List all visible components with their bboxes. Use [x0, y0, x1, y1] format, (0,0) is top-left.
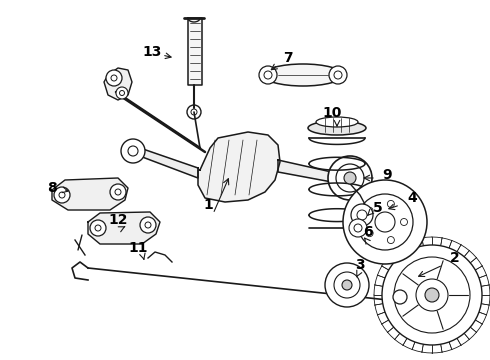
- Polygon shape: [481, 285, 490, 295]
- Polygon shape: [470, 258, 482, 270]
- Polygon shape: [475, 266, 487, 278]
- Ellipse shape: [263, 64, 343, 86]
- Text: 6: 6: [363, 225, 373, 239]
- Circle shape: [328, 156, 372, 200]
- Polygon shape: [188, 18, 202, 85]
- Text: 3: 3: [355, 258, 365, 272]
- Circle shape: [128, 146, 138, 156]
- Circle shape: [342, 280, 352, 290]
- Circle shape: [336, 164, 364, 192]
- Polygon shape: [375, 304, 385, 315]
- Circle shape: [344, 172, 356, 184]
- Polygon shape: [388, 251, 400, 263]
- Polygon shape: [412, 342, 423, 352]
- Polygon shape: [395, 245, 407, 257]
- Circle shape: [106, 70, 122, 86]
- Polygon shape: [432, 344, 442, 353]
- Polygon shape: [278, 160, 348, 185]
- Circle shape: [388, 237, 394, 244]
- Circle shape: [54, 187, 70, 203]
- Polygon shape: [475, 312, 487, 324]
- Polygon shape: [377, 312, 389, 324]
- Polygon shape: [441, 342, 452, 352]
- Polygon shape: [422, 237, 432, 246]
- Circle shape: [110, 184, 126, 200]
- Text: 5: 5: [373, 201, 383, 215]
- Polygon shape: [374, 295, 383, 305]
- Text: 4: 4: [407, 191, 417, 205]
- Polygon shape: [198, 132, 280, 202]
- Circle shape: [334, 71, 342, 79]
- Text: 7: 7: [283, 51, 293, 65]
- Circle shape: [334, 272, 360, 298]
- Circle shape: [375, 212, 395, 232]
- Circle shape: [366, 230, 373, 237]
- Polygon shape: [464, 327, 476, 339]
- Circle shape: [349, 219, 367, 237]
- Polygon shape: [395, 333, 407, 345]
- Text: 11: 11: [128, 241, 148, 255]
- Circle shape: [357, 194, 413, 250]
- Polygon shape: [375, 275, 385, 286]
- Text: 2: 2: [450, 251, 460, 265]
- Polygon shape: [104, 68, 132, 100]
- Polygon shape: [403, 240, 415, 252]
- Text: 10: 10: [322, 106, 342, 120]
- Polygon shape: [457, 333, 469, 345]
- Circle shape: [264, 71, 272, 79]
- Polygon shape: [382, 320, 393, 332]
- Polygon shape: [457, 245, 469, 257]
- Polygon shape: [52, 178, 128, 210]
- Circle shape: [90, 220, 106, 236]
- Circle shape: [425, 288, 439, 302]
- Polygon shape: [422, 344, 432, 353]
- Circle shape: [140, 217, 156, 233]
- Circle shape: [259, 66, 277, 84]
- Circle shape: [121, 139, 145, 163]
- Text: 12: 12: [108, 213, 128, 227]
- Circle shape: [388, 201, 394, 207]
- Circle shape: [394, 257, 470, 333]
- Polygon shape: [432, 237, 442, 246]
- Circle shape: [325, 263, 369, 307]
- Polygon shape: [449, 240, 461, 252]
- Circle shape: [343, 180, 427, 264]
- Polygon shape: [388, 327, 400, 339]
- Polygon shape: [481, 295, 490, 305]
- Polygon shape: [479, 304, 489, 315]
- Circle shape: [400, 219, 408, 225]
- Circle shape: [357, 210, 367, 220]
- Ellipse shape: [316, 117, 358, 127]
- Polygon shape: [449, 338, 461, 350]
- Polygon shape: [412, 238, 423, 248]
- Circle shape: [351, 204, 373, 226]
- Polygon shape: [377, 266, 389, 278]
- Circle shape: [354, 224, 362, 232]
- Polygon shape: [403, 338, 415, 350]
- Polygon shape: [374, 285, 383, 295]
- Polygon shape: [479, 275, 489, 286]
- Polygon shape: [464, 251, 476, 263]
- Polygon shape: [470, 320, 482, 332]
- Ellipse shape: [308, 121, 366, 135]
- Circle shape: [416, 279, 448, 311]
- Text: 1: 1: [203, 198, 213, 212]
- Text: 13: 13: [142, 45, 162, 59]
- Circle shape: [116, 87, 128, 99]
- Polygon shape: [441, 238, 452, 248]
- Circle shape: [366, 207, 373, 214]
- Circle shape: [329, 66, 347, 84]
- Circle shape: [393, 290, 407, 304]
- Circle shape: [382, 245, 482, 345]
- Polygon shape: [137, 148, 198, 178]
- Polygon shape: [382, 258, 393, 270]
- Text: 9: 9: [382, 168, 392, 182]
- Text: 8: 8: [47, 181, 57, 195]
- Polygon shape: [88, 212, 160, 244]
